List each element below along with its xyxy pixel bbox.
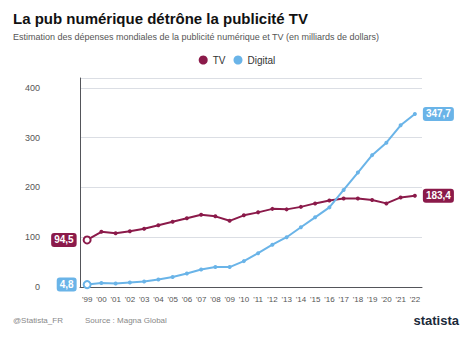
svg-text:'18: '18 <box>353 295 364 304</box>
svg-text:'12: '12 <box>267 295 278 304</box>
svg-text:0: 0 <box>35 282 40 292</box>
svg-text:'99: '99 <box>82 295 93 304</box>
svg-text:Digital: Digital <box>247 55 275 66</box>
svg-text:'13: '13 <box>281 295 292 304</box>
svg-text:'11: '11 <box>253 295 263 304</box>
svg-text:200: 200 <box>25 182 40 192</box>
svg-text:Source : Magna Global: Source : Magna Global <box>85 316 167 325</box>
svg-text:@Statista_FR: @Statista_FR <box>13 316 63 325</box>
svg-text:'06: '06 <box>182 295 193 304</box>
svg-text:'17: '17 <box>338 295 349 304</box>
svg-text:300: 300 <box>25 133 40 143</box>
svg-text:'00: '00 <box>96 295 107 304</box>
svg-text:statista: statista <box>413 313 459 328</box>
svg-text:TV: TV <box>213 55 226 66</box>
svg-text:'15: '15 <box>310 295 321 304</box>
svg-text:'21: '21 <box>395 295 406 304</box>
svg-text:'09: '09 <box>224 295 235 304</box>
svg-text:'03: '03 <box>139 295 150 304</box>
svg-text:Estimation des dépenses mondia: Estimation des dépenses mondiales de la … <box>13 32 379 42</box>
svg-text:'19: '19 <box>367 295 378 304</box>
svg-text:'02: '02 <box>125 295 136 304</box>
svg-text:4,8: 4,8 <box>60 279 74 290</box>
svg-text:'08: '08 <box>210 295 221 304</box>
svg-text:100: 100 <box>25 232 40 242</box>
svg-text:183,4: 183,4 <box>426 190 451 201</box>
svg-text:'14: '14 <box>296 295 307 304</box>
svg-text:'22: '22 <box>410 295 421 304</box>
svg-text:347,7: 347,7 <box>426 108 451 119</box>
svg-text:'16: '16 <box>324 295 335 304</box>
svg-text:'01: '01 <box>110 295 121 304</box>
svg-text:'07: '07 <box>196 295 207 304</box>
svg-text:'05: '05 <box>167 295 178 304</box>
svg-text:'20: '20 <box>381 295 392 304</box>
svg-text:'04: '04 <box>153 295 164 304</box>
svg-text:La pub numérique détrône la pu: La pub numérique détrône la publicité TV <box>13 10 308 27</box>
svg-text:400: 400 <box>25 83 40 93</box>
svg-text:94,5: 94,5 <box>54 234 74 245</box>
svg-text:'10: '10 <box>239 295 250 304</box>
